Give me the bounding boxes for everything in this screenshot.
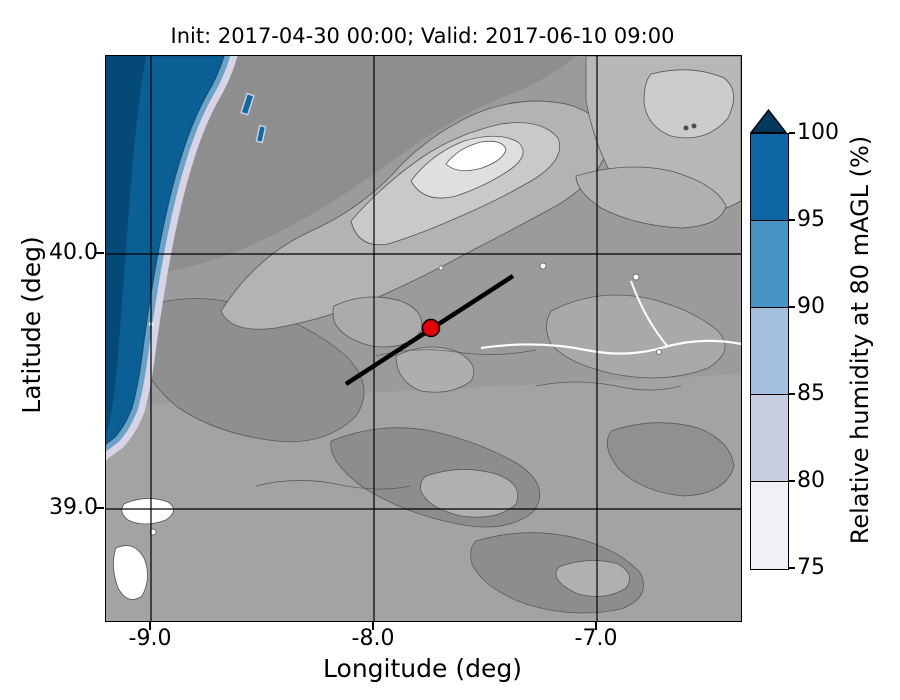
colorbar-segment-80-85	[751, 395, 788, 482]
colorbar-tick-label-85: 85	[797, 381, 825, 406]
colorbar-tick-label-80: 80	[797, 468, 825, 493]
terrain-ne-speck-1	[683, 125, 689, 131]
contour-line-3	[535, 381, 682, 391]
terrain-ne-shoulder	[575, 166, 727, 229]
site-marker-dot	[421, 318, 441, 338]
terrain-mid-patch	[546, 294, 726, 379]
colorbar-tick-label-100: 100	[797, 120, 839, 145]
y-tick-label-40: 40.0	[49, 240, 98, 265]
plot-title: Init: 2017-04-30 00:00; Valid: 2017-06-1…	[170, 24, 675, 48]
x-axis-tick-2	[372, 622, 374, 630]
white-speck-3	[656, 349, 662, 355]
white-speck-4	[438, 265, 444, 271]
estuary-mark-1	[240, 92, 255, 116]
colorbar-segment-95-100	[751, 134, 788, 221]
colorbar-tick-90	[789, 306, 795, 308]
river-line-branch	[630, 280, 669, 348]
colorbar-extend-arrow-shape	[750, 109, 787, 133]
lake-blob-1	[121, 498, 174, 525]
white-speck-1	[539, 262, 547, 270]
terrain-south-patch-2	[555, 560, 630, 597]
contour-line-2	[255, 480, 412, 490]
terrain-north-lowland	[106, 56, 576, 281]
lake-blob-2	[113, 545, 148, 600]
terrain-highland-peak	[445, 140, 507, 172]
map-plot-area	[105, 55, 742, 622]
colorbar-tick-100	[789, 132, 795, 134]
white-speck-2	[632, 273, 640, 281]
colorbar-tick-label-75: 75	[797, 555, 825, 580]
ocean-fill	[106, 56, 225, 445]
x-tick-label-9: -9.0	[128, 626, 172, 651]
y-axis-tick-2	[96, 507, 104, 509]
colorbar-extend-arrow	[750, 109, 787, 133]
x-tick-label-7: -7.0	[574, 626, 618, 651]
colorbar-segment-85-90	[751, 308, 788, 395]
y-axis-tick-1	[96, 252, 104, 254]
estuary-mark-2	[255, 124, 267, 144]
colorbar-tick-80	[789, 480, 795, 482]
colorbar-segment-75-80	[751, 482, 788, 569]
colorbar-axis-label: Relative humidity at 80 mAGL (%)	[846, 135, 874, 545]
terrain-south-patch-1	[420, 469, 519, 518]
colorbar	[750, 133, 789, 570]
ocean-deep-strip	[106, 56, 146, 436]
colorbar-segment-90-95	[751, 221, 788, 308]
river-line-main	[480, 339, 741, 355]
terrain-ne-speck-2	[691, 123, 697, 129]
x-tick-label-8: -8.0	[351, 626, 395, 651]
colorbar-tick-label-90: 90	[797, 294, 825, 319]
terrain-center-patch	[395, 346, 475, 393]
terrain-ne-highland-core	[643, 69, 734, 139]
y-tick-label-39: 39.0	[49, 495, 98, 520]
colorbar-tick-75	[789, 567, 795, 569]
colorbar-tick-label-95: 95	[797, 207, 825, 232]
x-axis-tick-3	[595, 622, 597, 630]
map-canvas	[106, 56, 741, 621]
terrain-lowland-blob-3	[606, 422, 735, 497]
colorbar-tick-95	[789, 219, 795, 221]
colorbar-tick-85	[789, 393, 795, 395]
x-axis-tick-1	[149, 622, 151, 630]
terrain-ridge-sw	[332, 296, 423, 348]
x-axis-label: Longitude (deg)	[323, 654, 522, 683]
